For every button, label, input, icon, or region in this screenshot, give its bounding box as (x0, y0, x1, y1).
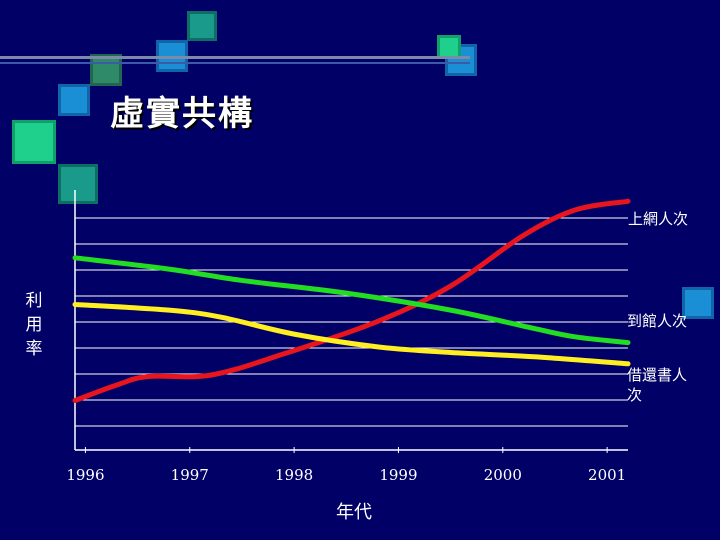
decor-square-4 (58, 84, 90, 116)
series-label-circulation: 借還書人 (627, 366, 687, 384)
y-axis-label: 用 (26, 315, 43, 335)
x-tick-label: 1996 (66, 466, 104, 484)
x-tick-label: 1997 (171, 466, 209, 484)
y-axis-label: 利 (26, 291, 43, 311)
decor-square-6 (58, 164, 98, 204)
decor-square-5 (12, 120, 56, 164)
decor-line-top (0, 56, 470, 59)
decor-line-top-2 (0, 62, 470, 64)
series-line-visits (72, 255, 631, 346)
series-line-circulation (72, 301, 631, 367)
slide-title: 虛實共構 (110, 94, 254, 134)
series-label-circulation-cont: 次 (627, 386, 642, 404)
x-tick-label: 1998 (275, 466, 313, 484)
y-axis-label: 率 (26, 339, 43, 359)
x-tick-label: 1999 (379, 466, 417, 484)
series-label-visits: 到館人次 (627, 312, 687, 330)
decor-square-9 (682, 287, 714, 319)
decor-square-8 (437, 35, 461, 59)
decor-square-3 (90, 54, 122, 86)
series-label-internet: 上網人次 (628, 210, 688, 228)
decor-square-1 (187, 11, 217, 41)
series-line-internet (72, 198, 631, 404)
x-tick-label: 2001 (588, 466, 626, 484)
x-tick-label: 2000 (484, 466, 522, 484)
x-axis-label: 年代 (336, 502, 372, 523)
